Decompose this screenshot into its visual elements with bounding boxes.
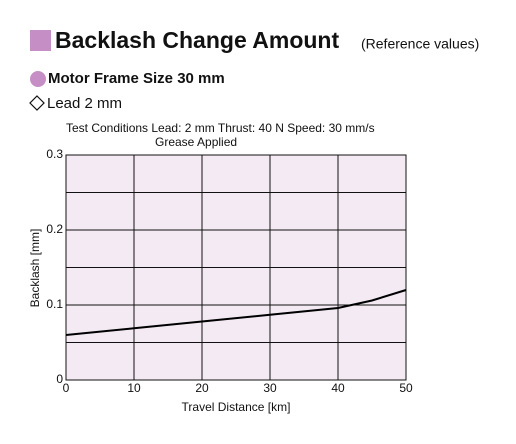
y-tick-label: 0 [56, 372, 63, 386]
x-tick-label: 10 [127, 381, 141, 395]
lead-marker [29, 95, 45, 111]
title-marker [30, 30, 51, 51]
section-title: Motor Frame Size 30 mm [48, 70, 225, 87]
conditions: Grease Applied [155, 135, 237, 149]
data-line [65, 289, 407, 336]
chart-title: Backlash Change Amount [55, 27, 339, 53]
y-tick-label: 0.1 [46, 297, 63, 311]
x-tick-label: 20 [195, 381, 209, 395]
y-axis-label: Backlash [mm] [28, 229, 42, 308]
x-tick-label: 0 [63, 381, 70, 395]
y-tick-label: 0.2 [46, 222, 63, 236]
x-axis-label: Travel Distance [km] [182, 400, 291, 414]
x-tick-label: 50 [399, 381, 413, 395]
conditions: Test Conditions Lead: 2 mm Thrust: 40 N … [66, 121, 375, 135]
x-tick-label: 40 [331, 381, 345, 395]
y-tick-label: 0.3 [46, 147, 63, 161]
lead-title: Lead 2 mm [47, 95, 122, 112]
section-marker [30, 71, 46, 87]
chart-subtitle: (Reference values) [361, 36, 479, 52]
x-tick-label: 30 [263, 381, 277, 395]
